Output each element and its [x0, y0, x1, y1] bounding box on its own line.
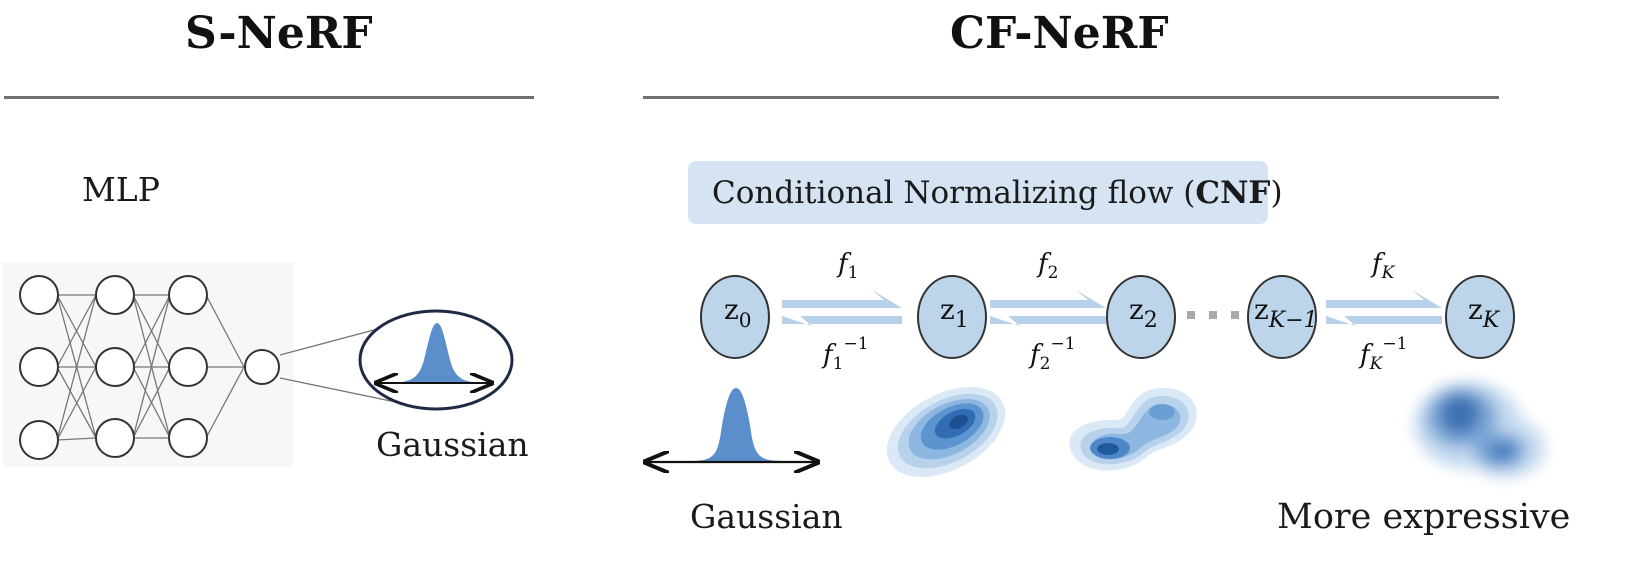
inverse-arrow [782, 316, 902, 326]
flow-arrows [782, 290, 1442, 326]
ellipsis-dots [1187, 311, 1239, 319]
mlp-connections [56, 294, 411, 441]
cf-nerf-gaussian-label: Gaussian [690, 497, 843, 536]
hidden-neuron [95, 275, 135, 315]
mlp-neurons [19, 275, 280, 460]
hidden-neuron [168, 347, 208, 387]
cnf-title-acronym: CNF [1195, 174, 1271, 211]
inverse-arrow [990, 316, 1106, 326]
node-label: zK [1468, 293, 1501, 333]
forward-label: fK [1370, 249, 1396, 283]
hidden-neuron [95, 418, 135, 458]
s-nerf-gaussian-label: Gaussian [376, 425, 529, 464]
base-gaussian-curve [690, 388, 782, 461]
inverse-label: f1−1 [821, 334, 869, 374]
input-neuron [19, 347, 59, 387]
s-nerf-divider [4, 96, 534, 99]
s-nerf-title: S-NeRF [185, 8, 373, 59]
output-neuron [244, 349, 280, 385]
forward-arrow [782, 290, 902, 308]
forward-arrow [1326, 290, 1442, 308]
node-label: z2 [1129, 293, 1158, 333]
more-expressive-label: More expressive [1277, 497, 1571, 537]
node-z0 [700, 275, 770, 359]
inverse-label: fK−1 [1358, 334, 1407, 374]
node-zk [1445, 275, 1515, 359]
node-label: z0 [724, 293, 752, 332]
hidden-neuron [95, 347, 135, 387]
node-z2 [1106, 275, 1176, 359]
node-labels: z0 z1 z2 zK−1 zK [724, 293, 1501, 333]
cf-nerf-divider [643, 96, 1499, 99]
inverse-label: f2−1 [1028, 334, 1076, 374]
density-blob-1 [886, 386, 1006, 478]
input-neuron [19, 420, 59, 460]
node-label: z1 [940, 293, 969, 333]
forward-label: f1 [836, 249, 858, 283]
hidden-neuron [168, 275, 208, 315]
input-neuron [19, 275, 59, 315]
flow-nodes [700, 275, 1515, 359]
node-z1 [917, 275, 987, 359]
mlp-label: MLP [82, 170, 160, 209]
cf-nerf-title: CF-NeRF [950, 8, 1169, 59]
cnf-title-suffix: ) [1270, 174, 1283, 211]
density-blob-3 [1414, 381, 1545, 478]
hidden-neuron [168, 418, 208, 458]
node-label: zK−1 [1254, 293, 1318, 333]
cnf-title: Conditional Normalizing flow (CNF) [712, 175, 1283, 211]
inverse-arrow [1326, 316, 1442, 326]
forward-label: f2 [1036, 249, 1058, 283]
forward-arrow [990, 290, 1106, 308]
cnf-title-prefix: Conditional Normalizing flow ( [712, 174, 1196, 211]
zoom-gaussian-curve [378, 323, 494, 383]
cnf-box: Conditional Normalizing flow (CNF) [688, 161, 1283, 224]
density-blob-2 [1069, 387, 1197, 471]
node-zk-1 [1247, 275, 1317, 359]
